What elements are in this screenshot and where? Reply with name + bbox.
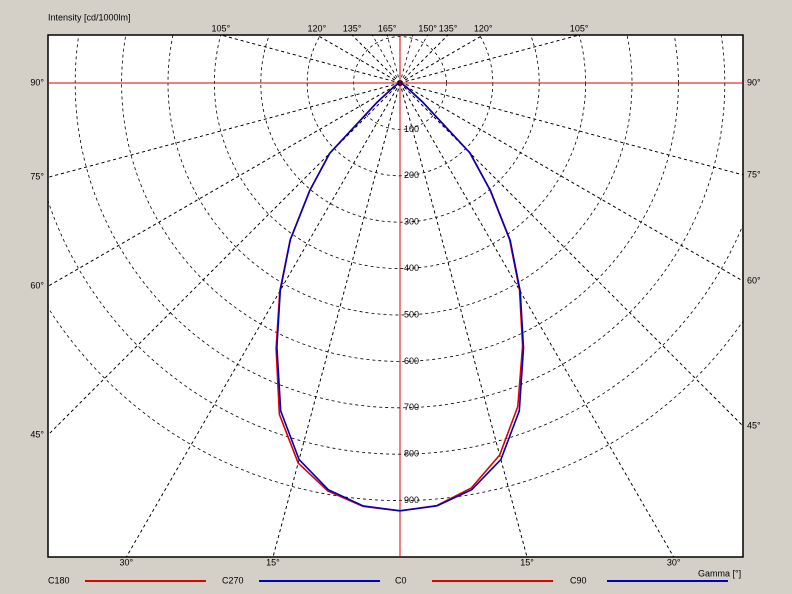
r-tick-label: 400 — [404, 263, 419, 273]
x-axis-label: Gamma [°] — [698, 568, 741, 578]
grid-ray — [125, 82, 401, 557]
grid-ray — [386, 35, 401, 84]
r-tick-label: 800 — [404, 449, 419, 459]
angle-tick-label: 75° — [747, 169, 761, 179]
angle-tick-label: 30° — [667, 557, 681, 567]
grid-ray — [272, 82, 401, 557]
r-tick-label: 100 — [404, 124, 419, 134]
r-tick-label: 700 — [404, 402, 419, 412]
r-tick-label: 600 — [404, 356, 419, 366]
angle-tick-label: 120° — [474, 23, 493, 33]
grid-ray — [316, 35, 401, 84]
angle-tick-label: 150° — [418, 23, 437, 33]
grid-ray — [399, 82, 528, 557]
r-tick-label: 500 — [404, 309, 419, 319]
plot-area — [47, 34, 744, 558]
grid-ray — [399, 35, 580, 84]
legend-label: C90 — [570, 575, 587, 585]
r-tick-label: 200 — [404, 170, 419, 180]
angle-tick-label: 90° — [747, 77, 761, 87]
angle-tick-label: 90° — [30, 77, 44, 87]
grid-ray — [399, 35, 484, 84]
angle-tick-label: 15° — [520, 557, 534, 567]
angle-tick-label: 165° — [378, 23, 397, 33]
grid-ray — [48, 82, 401, 178]
legend-label: C180 — [48, 575, 70, 585]
angle-tick-label: 45° — [747, 420, 761, 430]
angle-tick-label: 75° — [30, 172, 44, 182]
intensity-curve — [399, 82, 525, 512]
angle-tick-label: 60° — [747, 275, 761, 285]
grid-ray — [399, 35, 414, 84]
r-tick-label: 900 — [404, 495, 419, 505]
curves — [275, 82, 525, 512]
angle-tick-label: 45° — [30, 429, 44, 439]
angle-tick-label: 120° — [308, 23, 327, 33]
r-tick-label: 300 — [404, 217, 419, 227]
angle-tick-label: 135° — [439, 23, 458, 33]
grid-ray — [399, 82, 743, 282]
grid-ray — [48, 82, 401, 287]
intensity-curve — [276, 82, 401, 512]
angle-tick-label: 105° — [212, 23, 231, 33]
legend-label: C0 — [395, 575, 407, 585]
grid-ray — [399, 35, 449, 84]
labels: 100 200 300 400 500 600 700 800 900 30° 15° 45° 60° 7… — [30, 23, 761, 585]
angle-tick-label: 60° — [30, 281, 44, 291]
grid-ray — [48, 82, 401, 436]
angle-tick-label: 105° — [570, 23, 589, 33]
legend-label: C270 — [222, 575, 244, 585]
angle-tick-label: 30° — [120, 557, 134, 567]
grid-ray — [220, 35, 401, 84]
grid-ray — [351, 35, 401, 84]
chart-title: Intensity [cd/1000lm] — [48, 12, 131, 22]
grid-ray — [399, 82, 743, 176]
angle-tick-label: 15° — [266, 557, 280, 567]
grid-ray — [399, 82, 675, 557]
angle-tick-label: 135° — [343, 23, 362, 33]
